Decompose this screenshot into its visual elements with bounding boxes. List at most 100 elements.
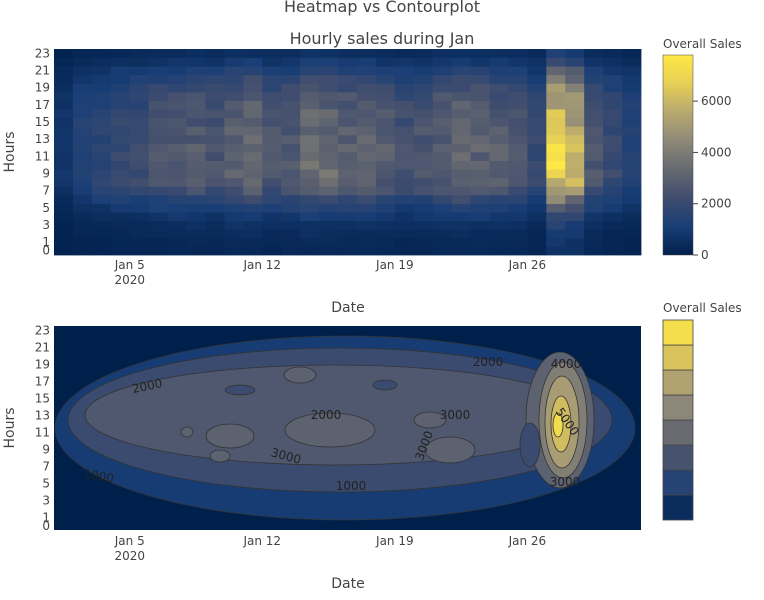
heatmap-y-tick: 19 [35, 81, 50, 95]
heatmap-cell [470, 100, 490, 110]
contour-region [519, 422, 541, 468]
heatmap-cell [319, 100, 339, 110]
heatmap-cell [319, 237, 339, 247]
heatmap-cell [603, 237, 623, 247]
heatmap-cell [91, 229, 112, 239]
heatmap-cell [432, 212, 453, 222]
heatmap-cell [148, 177, 169, 187]
heatmap-cell [262, 246, 282, 256]
contour-region [209, 449, 231, 463]
heatmap-cell [72, 237, 93, 247]
heatmap-cell [413, 100, 434, 110]
heatmap-cell [622, 194, 642, 204]
heatmap-cell [622, 152, 642, 161]
heatmap-cell [186, 160, 206, 170]
heatmap-cell [281, 160, 301, 170]
heatmap-cell [72, 177, 93, 187]
heatmap-cell [91, 246, 112, 256]
heatmap-cell [205, 186, 225, 196]
heatmap-cell [148, 57, 169, 67]
contour-x-tick: Jan 26 [508, 534, 547, 548]
heatmap-cell [186, 143, 206, 153]
heatmap-cell [394, 91, 415, 101]
heatmap-cell [148, 117, 169, 127]
heatmap-cell [167, 177, 187, 187]
heatmap-cell [546, 237, 566, 247]
heatmap-cell [527, 49, 547, 58]
heatmap-cell [91, 177, 112, 187]
heatmap-cell [281, 134, 301, 144]
heatmap-cell [413, 49, 434, 58]
heatmap-cell [489, 203, 509, 213]
heatmap-cell [186, 177, 206, 187]
heatmap-cell [527, 143, 547, 153]
heatmap-cell [546, 194, 566, 204]
heatmap-cell [186, 117, 206, 127]
heatmap-cell [110, 229, 131, 239]
heatmap-cell [129, 126, 150, 136]
heatmap-cell [489, 126, 509, 136]
heatmap-cell [148, 49, 169, 58]
heatmap-cell [413, 126, 434, 136]
heatmap-cell [584, 246, 604, 256]
heatmap-cell [262, 83, 282, 93]
heatmap-cell [375, 160, 396, 170]
heatmap-cell [470, 126, 490, 136]
heatmap-cell [338, 100, 358, 110]
heatmap-cell [508, 143, 528, 153]
heatmap-cell [300, 83, 320, 93]
contour-x-tick: Jan 5 [114, 534, 145, 548]
heatmap-cell [565, 152, 585, 161]
heatmap-cell [338, 91, 358, 101]
heatmap-cell [375, 177, 396, 187]
heatmap-cell [72, 212, 93, 222]
heatmap-cell [243, 117, 263, 127]
heatmap-cell [167, 91, 187, 101]
heatmap-cell [319, 74, 339, 84]
heatmap-cell [470, 109, 490, 119]
heatmap-cell [622, 134, 642, 144]
heatmap-cell [584, 49, 604, 58]
heatmap-cell [243, 109, 263, 119]
heatmap-cell [338, 109, 358, 119]
heatmap-cell [205, 212, 225, 222]
heatmap-cell [224, 160, 244, 170]
heatmap-cell [622, 83, 642, 93]
heatmap-cell [224, 229, 244, 239]
heatmap-cell [394, 109, 415, 119]
heatmap-cell [281, 57, 301, 67]
heatmap-cell [565, 134, 585, 144]
heatmap-cell [470, 91, 490, 101]
heatmap-cell [546, 109, 566, 119]
heatmap-cell [243, 246, 263, 256]
heatmap-cell [243, 203, 263, 213]
heatmap-cell [470, 49, 490, 58]
heatmap-cell [338, 49, 358, 58]
heatmap-cell [129, 203, 150, 213]
heatmap-cell [489, 220, 509, 230]
heatmap-cell [338, 194, 358, 204]
heatmap-cell [603, 134, 623, 144]
heatmap-cell [338, 229, 358, 239]
heatmap-cell [91, 143, 112, 153]
heatmap-cell [451, 143, 471, 153]
heatmap-cell [338, 203, 358, 213]
heatmap-y-tick: 15 [35, 115, 50, 129]
heatmap-colorbar: Overall Sales 0 2000 4000 6000 [662, 37, 742, 262]
heatmap-cell [338, 160, 358, 170]
heatmap-cell [508, 220, 528, 230]
heatmap-cell [167, 126, 187, 136]
heatmap-panel: Hourly sales during Jan 0135791113151719… [2, 29, 642, 316]
heatmap-cell [72, 203, 93, 213]
contour-colorbar-title: Overall Sales [663, 301, 742, 315]
heatmap-cell [110, 49, 131, 58]
heatmap-cell [129, 143, 150, 153]
heatmap-cell [167, 74, 187, 84]
heatmap-y-axis-title: Hours [2, 131, 18, 172]
heatmap-cell [508, 66, 528, 76]
heatmap-cell [489, 109, 509, 119]
heatmap-cell [622, 126, 642, 136]
heatmap-cell [584, 229, 604, 239]
heatmap-cell [262, 49, 282, 58]
